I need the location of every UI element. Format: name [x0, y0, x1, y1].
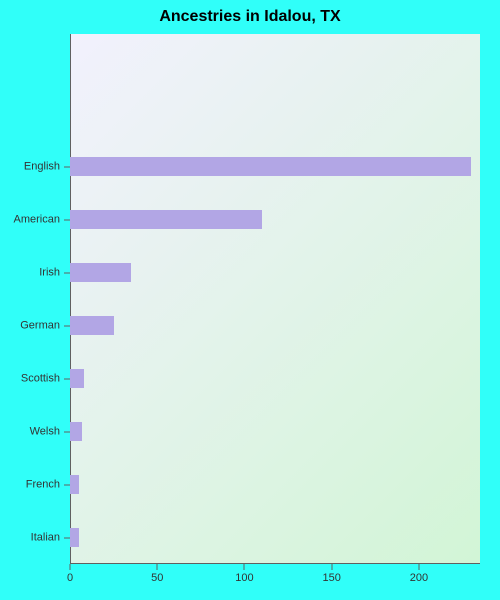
x-tick-mark — [157, 564, 158, 570]
chart-title: Ancestries in Idalou, TX — [0, 8, 500, 26]
chart-page: Ancestries in Idalou, TX City-Data.com E… — [0, 0, 500, 600]
plot-area: EnglishAmericanIrishGermanScottishWelshF… — [70, 34, 480, 564]
x-tick-mark — [244, 564, 245, 570]
x-tick: 50 — [157, 564, 158, 584]
y-tick: Irish — [39, 272, 70, 273]
y-tick-mark — [64, 537, 70, 538]
y-tick-label: Scottish — [21, 373, 60, 385]
y-tick-mark — [64, 378, 70, 379]
x-tick-label: 0 — [67, 572, 73, 584]
x-tick-label: 50 — [151, 572, 163, 584]
y-tick: French — [26, 484, 70, 485]
x-tick-label: 200 — [410, 572, 428, 584]
y-tick-label: German — [20, 320, 60, 332]
x-tick: 100 — [244, 564, 245, 584]
x-tick-mark — [418, 564, 419, 570]
y-tick-label: Welsh — [30, 426, 60, 438]
y-tick-label: Italian — [31, 532, 60, 544]
bar — [70, 528, 79, 547]
bar — [70, 263, 131, 282]
x-tick: 0 — [70, 564, 71, 584]
bars-layer — [70, 34, 480, 564]
y-tick: Scottish — [21, 378, 70, 379]
bar — [70, 369, 84, 388]
x-tick-mark — [70, 564, 71, 570]
x-tick-mark — [331, 564, 332, 570]
bar — [70, 210, 262, 229]
y-tick: American — [14, 219, 70, 220]
y-tick-label: Irish — [39, 267, 60, 279]
y-tick: Italian — [31, 537, 70, 538]
bar — [70, 475, 79, 494]
bar — [70, 422, 82, 441]
bar — [70, 316, 114, 335]
y-tick: German — [20, 325, 70, 326]
y-tick-mark — [64, 272, 70, 273]
x-tick: 200 — [418, 564, 419, 584]
y-tick-mark — [64, 431, 70, 432]
y-tick-mark — [64, 325, 70, 326]
y-tick-label: American — [14, 214, 60, 226]
y-tick: English — [24, 166, 70, 167]
x-tick: 150 — [331, 564, 332, 584]
y-tick-label: English — [24, 161, 60, 173]
bar — [70, 157, 471, 176]
y-tick: Welsh — [30, 431, 70, 432]
y-tick-mark — [64, 484, 70, 485]
y-tick-label: French — [26, 479, 60, 491]
y-tick-mark — [64, 166, 70, 167]
x-tick-label: 150 — [323, 572, 341, 584]
x-tick-label: 100 — [235, 572, 253, 584]
y-tick-mark — [64, 219, 70, 220]
